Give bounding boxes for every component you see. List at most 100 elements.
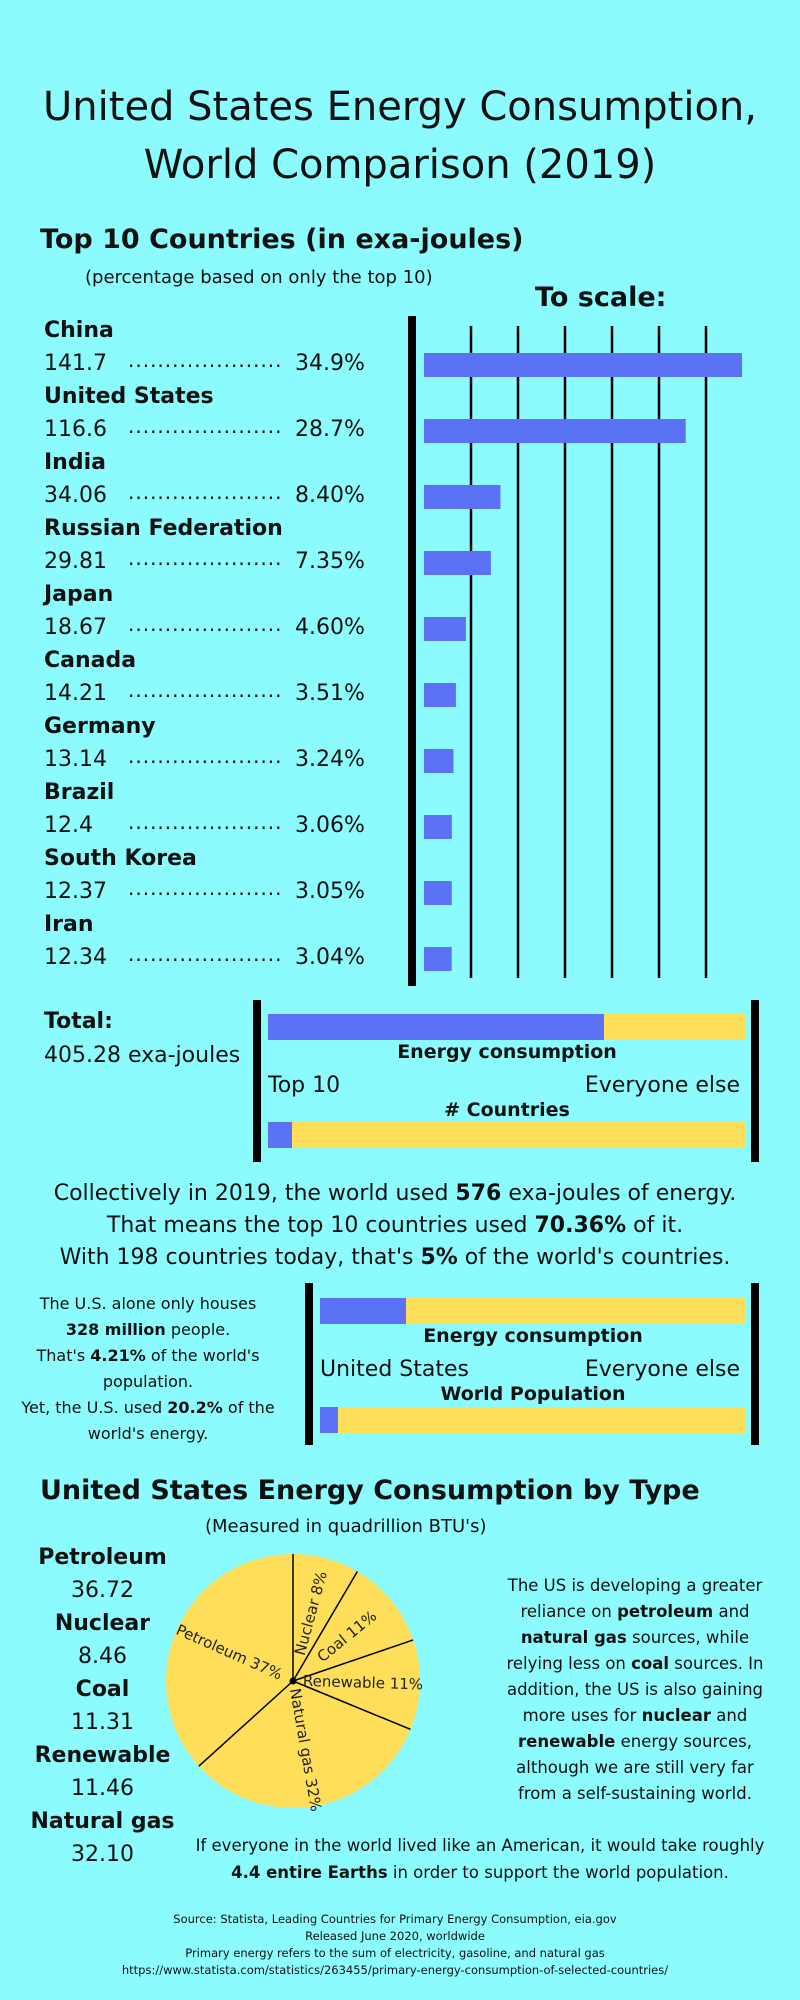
total-energy-bar-track — [268, 1014, 746, 1040]
country-bar — [424, 815, 452, 839]
dot-leader: ...................... — [128, 876, 282, 900]
energy-type-name: Natural gas — [30, 1809, 175, 1834]
country-value: 34.06 — [44, 483, 107, 508]
earths-text: If everyone in the world lived like an A… — [190, 1832, 770, 1886]
dot-leader: ...................... — [128, 744, 282, 768]
country-value: 18.67 — [44, 615, 107, 640]
earths-line-1: If everyone in the world lived like an A… — [195, 1836, 765, 1855]
country-value: 141.7 — [44, 351, 107, 376]
source-line-1: Source: Statista, Leading Countries for … — [173, 1912, 617, 1926]
country-value: 116.6 — [44, 417, 107, 442]
us-text-3a: That's — [36, 1346, 91, 1365]
us-text-5a: Yet, the U.S. used — [21, 1398, 168, 1417]
side-6c: and — [711, 1706, 748, 1725]
side-7a: renewable — [518, 1732, 616, 1751]
side-7b: energy sources, — [615, 1732, 752, 1751]
source-line-3: Primary energy refers to the sum of elec… — [185, 1946, 605, 1960]
country-bar — [424, 683, 456, 707]
axis-line — [408, 316, 416, 986]
source-line-2: Released June 2020, worldwide — [305, 1929, 485, 1943]
earths-2a: 4.4 entire Earths — [231, 1863, 388, 1882]
collective-l1c: exa-joules of energy. — [501, 1181, 737, 1206]
collective-l1a: Collectively in 2019, the world used — [53, 1181, 456, 1206]
us-text-2b: 328 million — [65, 1320, 166, 1339]
collective-text: Collectively in 2019, the world used 576… — [0, 1178, 790, 1274]
side-6a: more uses for — [522, 1706, 642, 1725]
country-bar — [424, 881, 452, 905]
side-line-8: although we are still very far — [516, 1758, 754, 1777]
us-text-4: population. — [102, 1372, 194, 1391]
title-line-1: United States Energy Consumption, — [43, 84, 757, 130]
side-line-1: The US is developing a greater — [507, 1576, 763, 1595]
country-percent: 8.40% — [295, 483, 365, 508]
us-text-5c: of the — [222, 1398, 275, 1417]
country-bar — [424, 485, 501, 509]
us-text-5b: 20.2% — [167, 1398, 223, 1417]
collective-line-1: Collectively in 2019, the world used 576… — [0, 1178, 790, 1210]
side-line-4: relying less on coal sources. In — [490, 1651, 780, 1677]
us-right-border — [751, 1283, 759, 1445]
country-name: Japan — [44, 582, 114, 607]
us-population-bar-us — [320, 1407, 338, 1433]
us-left-border — [305, 1283, 313, 1445]
top10-subheading: (percentage based on only the top 10) — [85, 267, 433, 288]
us-text-3c: of the world's — [145, 1346, 260, 1365]
us-text-1: The U.S. alone only houses — [39, 1294, 257, 1313]
country-name: Russian Federation — [44, 516, 283, 541]
country-name: United States — [44, 384, 214, 409]
country-percent: 28.7% — [295, 417, 365, 442]
collective-l3b: 5% — [420, 1245, 458, 1270]
page-title: United States Energy Consumption, World … — [0, 78, 800, 194]
total-countries-label: # Countries — [444, 1099, 570, 1121]
collective-line-2: That means the top 10 countries used 70.… — [0, 1210, 790, 1242]
side-2b: petroleum — [617, 1602, 714, 1621]
energy-type-value: 11.46 — [71, 1776, 134, 1801]
country-percent: 3.51% — [295, 681, 365, 706]
by-type-side-text: The US is developing a greater reliance … — [490, 1573, 780, 1807]
country-bar — [424, 617, 466, 641]
collective-l2b: 70.36% — [534, 1213, 627, 1238]
dot-leader: ...................... — [128, 678, 282, 702]
us-text-3b: 4.21% — [90, 1346, 146, 1365]
us-left-label: United States — [320, 1357, 469, 1382]
energy-type-name: Coal — [75, 1677, 130, 1702]
top10-heading: Top 10 Countries (in exa-joules) — [40, 224, 524, 255]
side-4b: coal — [631, 1654, 670, 1673]
country-bar — [424, 749, 454, 773]
country-value: 12.4 — [44, 813, 93, 838]
country-percent: 34.9% — [295, 351, 365, 376]
country-value: 14.21 — [44, 681, 107, 706]
us-energy-bar-track — [320, 1298, 746, 1324]
side-line-3: natural gas sources, while — [490, 1625, 780, 1651]
pie-slice-divider — [292, 1571, 358, 1682]
us-population-text: The U.S. alone only houses 328 million p… — [18, 1291, 278, 1447]
side-4a: relying less on — [506, 1654, 632, 1673]
total-right-label: Everyone else — [584, 1073, 740, 1098]
energy-type-value: 32.10 — [71, 1842, 134, 1867]
pie-slice-divider — [292, 1639, 414, 1682]
pie-slice-divider — [198, 1680, 294, 1767]
us-text-5: Yet, the U.S. used 20.2% of the — [18, 1395, 278, 1421]
energy-type-value: 11.31 — [71, 1710, 134, 1735]
total-energy-label: Energy consumption — [397, 1041, 617, 1063]
energy-type-pie-chart: Nuclear 8%Coal 11%Renewable 11%Natural g… — [166, 1554, 423, 1813]
total-label: Total: — [44, 1009, 113, 1034]
title-line-2: World Comparison (2019) — [143, 142, 657, 188]
country-name: Iran — [44, 912, 94, 937]
us-text-2c: people. — [165, 1320, 231, 1339]
dot-leader: ...................... — [128, 348, 282, 372]
country-percent: 4.60% — [295, 615, 365, 640]
country-percent: 7.35% — [295, 549, 365, 574]
country-name: Brazil — [44, 780, 115, 805]
collective-l2c: of it. — [626, 1213, 684, 1238]
side-line-6: more uses for nuclear and — [490, 1703, 780, 1729]
total-energy-bar-top10 — [268, 1014, 605, 1040]
country-name: India — [44, 450, 106, 475]
scale-label: To scale: — [535, 282, 667, 313]
country-bar — [424, 947, 452, 971]
country-value: 29.81 — [44, 549, 107, 574]
us-right-label: Everyone else — [584, 1357, 740, 1382]
pie-slice-divider — [292, 1680, 411, 1731]
us-text-2: 328 million people. — [18, 1317, 278, 1343]
dot-leader: ...................... — [128, 810, 282, 834]
